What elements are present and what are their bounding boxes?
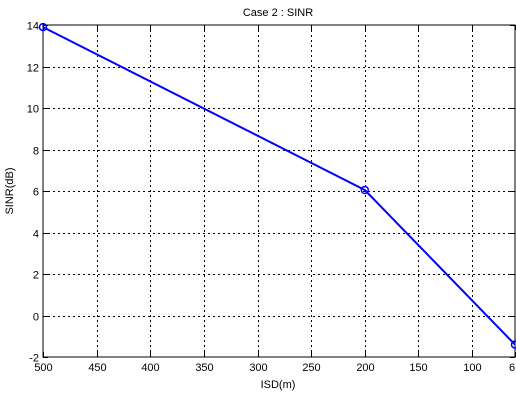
- x-tick-label: 200: [356, 362, 374, 374]
- data-point: [360, 185, 370, 195]
- y-tick-label: 14: [27, 21, 39, 33]
- series-line: [42, 26, 516, 346]
- chart-title: Case 2 : SINR: [243, 7, 313, 19]
- y-tick-label: 2: [33, 270, 39, 282]
- y-tick-label: 0: [33, 312, 39, 324]
- y-tick-label: 6: [33, 187, 39, 199]
- y-tick-label: 12: [27, 63, 39, 75]
- x-tick-label: 6: [509, 362, 515, 374]
- y-tick-label: -2: [29, 353, 39, 365]
- y-tick-label: 10: [27, 104, 39, 116]
- x-tick-label: 350: [195, 362, 213, 374]
- x-tick-label: 450: [88, 362, 106, 374]
- y-tick-label: 4: [33, 229, 39, 241]
- x-tick-label: 500: [34, 362, 52, 374]
- axis-ticks: 500 450 400 350 300 250 200 150 100 6 -2 0 2 4 6 8 10 12 1…: [27, 21, 516, 374]
- y-axis-label: SINR(dB): [4, 167, 16, 214]
- x-tick-label: 250: [302, 362, 320, 374]
- grid: [43, 25, 515, 357]
- x-tick-label: 100: [463, 362, 481, 374]
- series-layer: [38, 22, 516, 349]
- x-tick-label: 300: [249, 362, 267, 374]
- x-tick-label: 400: [141, 362, 159, 374]
- y-tick-label: 8: [33, 146, 39, 158]
- x-axis-label: ISD(m): [261, 379, 296, 391]
- data-point: [510, 340, 516, 349]
- data-point: [38, 22, 48, 32]
- x-tick-label: 150: [409, 362, 427, 374]
